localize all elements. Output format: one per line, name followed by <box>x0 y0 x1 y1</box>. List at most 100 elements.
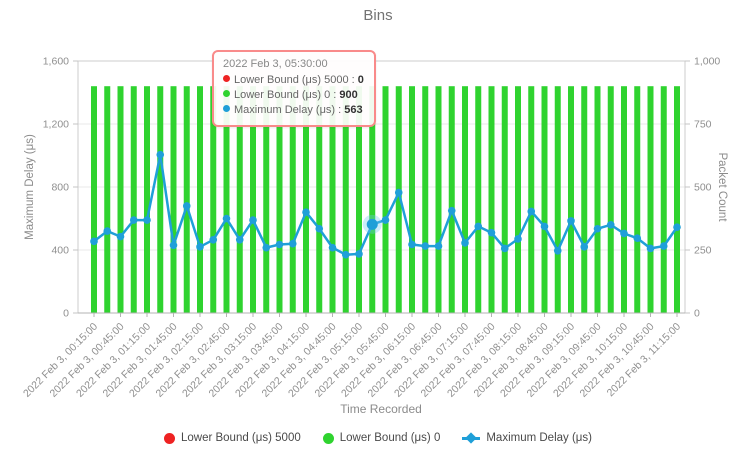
line-point[interactable] <box>606 221 615 229</box>
bar-lower-bound-0[interactable] <box>488 86 495 313</box>
bar-lower-bound-0[interactable] <box>91 86 97 313</box>
bar-lower-bound-0[interactable] <box>197 86 203 313</box>
line-point[interactable] <box>262 243 271 252</box>
bar-lower-bound-0[interactable] <box>607 86 614 313</box>
line-point[interactable] <box>394 188 403 197</box>
series-bullet-icon <box>223 75 230 82</box>
bar-lower-bound-0[interactable] <box>475 86 482 313</box>
line-point[interactable] <box>196 243 204 251</box>
bar-lower-bound-0[interactable] <box>448 86 455 313</box>
bar-lower-bound-0[interactable] <box>409 86 415 313</box>
bar-lower-bound-0[interactable] <box>329 86 336 313</box>
line-point[interactable] <box>593 224 602 233</box>
bar-lower-bound-0[interactable] <box>515 86 521 313</box>
bar-lower-bound-0[interactable] <box>568 86 574 313</box>
line-point[interactable] <box>143 216 151 224</box>
bar-lower-bound-0[interactable] <box>634 86 641 313</box>
bar-lower-bound-0[interactable] <box>250 86 256 313</box>
bar-lower-bound-0[interactable] <box>276 86 283 313</box>
line-point[interactable] <box>567 217 575 225</box>
line-point[interactable] <box>580 243 589 251</box>
line-point[interactable] <box>249 216 257 224</box>
tooltip-row: Maximum Delay (μs) : 563 <box>223 103 364 118</box>
line-point[interactable] <box>315 224 324 233</box>
bar-lower-bound-0[interactable] <box>303 86 309 313</box>
line-point[interactable] <box>673 223 681 231</box>
bar-lower-bound-0[interactable] <box>157 86 164 313</box>
bar-lower-bound-0[interactable] <box>647 86 654 313</box>
line-point[interactable] <box>474 222 483 231</box>
bar-lower-bound-0[interactable] <box>674 86 680 313</box>
series-bullet-icon <box>223 105 230 112</box>
line-point[interactable] <box>222 214 231 223</box>
bar-lower-bound-0[interactable] <box>130 86 137 313</box>
bar-lower-bound-0[interactable] <box>289 86 296 313</box>
y-right-tick-label: 750 <box>694 119 712 131</box>
bar-lower-bound-0[interactable] <box>581 86 588 313</box>
bar-lower-bound-0[interactable] <box>342 86 349 313</box>
bar-lower-bound-0[interactable] <box>382 86 389 313</box>
line-point[interactable] <box>169 241 178 250</box>
bar-lower-bound-0[interactable] <box>223 86 230 313</box>
line-point[interactable] <box>103 227 112 235</box>
line-point[interactable] <box>620 229 628 238</box>
line-point[interactable] <box>90 237 98 246</box>
line-point[interactable] <box>447 206 456 215</box>
bar-lower-bound-0[interactable] <box>183 86 190 313</box>
line-point[interactable] <box>633 234 642 242</box>
bar-lower-bound-0[interactable] <box>395 86 402 313</box>
line-point[interactable] <box>659 242 668 250</box>
line-point[interactable] <box>116 232 125 241</box>
bar-lower-bound-0[interactable] <box>462 86 468 313</box>
line-point[interactable] <box>341 250 350 259</box>
bar-lower-bound-0[interactable] <box>104 86 111 313</box>
legend-item-maximum-delay-s[interactable]: Maximum Delay (μs) <box>462 432 592 444</box>
line-point[interactable] <box>381 216 390 224</box>
bar-lower-bound-0[interactable] <box>316 86 323 313</box>
line-point[interactable] <box>527 207 536 216</box>
bar-lower-bound-0[interactable] <box>528 86 535 313</box>
line-point[interactable] <box>421 242 430 250</box>
chart-title: Bins <box>363 7 393 24</box>
line-point[interactable] <box>156 150 165 159</box>
bar-lower-bound-0[interactable] <box>501 86 508 313</box>
bar-lower-bound-0[interactable] <box>435 86 442 313</box>
line-point[interactable] <box>646 244 655 253</box>
selected-line-point[interactable] <box>366 218 378 230</box>
line-point[interactable] <box>235 235 244 244</box>
bar-lower-bound-0[interactable] <box>170 86 177 313</box>
legend-item-lower-bound-s-5000[interactable]: Lower Bound (μs) 5000 <box>163 432 301 444</box>
line-point[interactable] <box>540 222 549 231</box>
bar-lower-bound-0[interactable] <box>356 86 362 313</box>
line-point[interactable] <box>355 250 363 258</box>
line-point[interactable] <box>209 235 218 244</box>
line-point[interactable] <box>461 239 469 247</box>
bar-lower-bound-0[interactable] <box>594 86 601 313</box>
bar-lower-bound-0[interactable] <box>422 86 429 313</box>
line-point[interactable] <box>275 240 284 249</box>
line-point[interactable] <box>408 240 416 249</box>
line-point[interactable] <box>328 243 337 252</box>
line-point[interactable] <box>129 216 138 224</box>
bar-lower-bound-0[interactable] <box>621 86 627 313</box>
legend-label: Maximum Delay (μs) <box>486 432 593 444</box>
line-point[interactable] <box>302 208 310 216</box>
bar-lower-bound-0[interactable] <box>369 86 376 313</box>
line-point[interactable] <box>514 235 522 243</box>
line-point[interactable] <box>288 239 297 248</box>
bar-lower-bound-0[interactable] <box>210 86 217 313</box>
bar-lower-bound-0[interactable] <box>541 86 548 313</box>
bar-lower-bound-0[interactable] <box>144 86 150 313</box>
line-point[interactable] <box>434 242 443 250</box>
line-point[interactable] <box>500 244 509 253</box>
line-point[interactable] <box>553 246 562 255</box>
bar-lower-bound-0[interactable] <box>117 86 124 313</box>
line-point[interactable] <box>182 202 191 210</box>
bar-lower-bound-0[interactable] <box>660 86 667 313</box>
bar-lower-bound-0[interactable] <box>554 86 561 313</box>
legend-item-lower-bound-s-0[interactable]: Lower Bound (μs) 0 <box>322 432 440 444</box>
bar-lower-bound-0[interactable] <box>263 86 270 313</box>
bar-lower-bound-0[interactable] <box>236 86 243 313</box>
line-point[interactable] <box>487 228 496 237</box>
tooltip-series-label: Lower Bound (μs) 0 : <box>234 89 340 101</box>
